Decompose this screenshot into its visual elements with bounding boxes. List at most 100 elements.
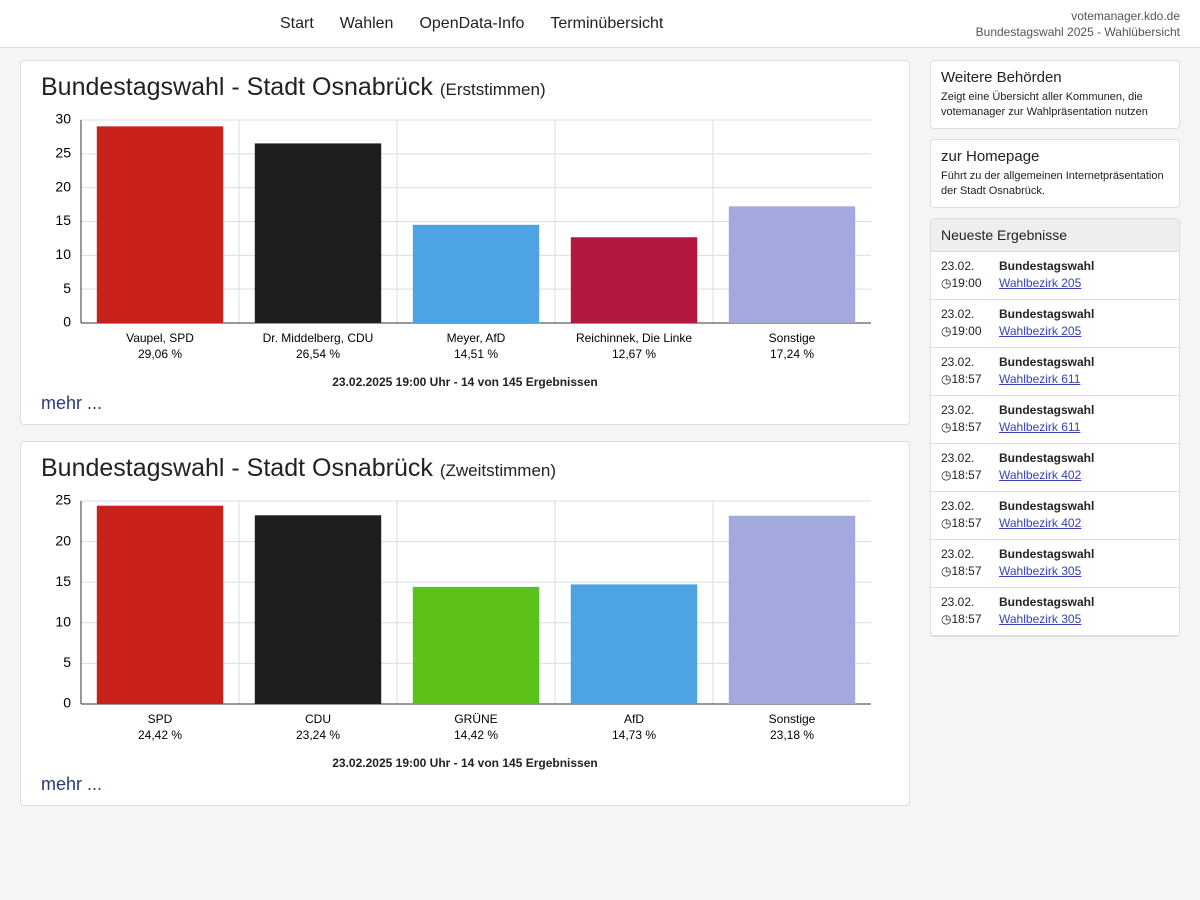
chart-note: 23.02.2025 19:00 Uhr - 14 von 145 Ergebn… bbox=[332, 375, 598, 389]
result-link[interactable]: Wahlbezirk 205 bbox=[999, 276, 1082, 290]
result-date: 23.02. bbox=[941, 403, 975, 417]
result-info: Bundestagswahl Wahlbezirk 611 bbox=[999, 354, 1094, 389]
clock-icon: ◷ bbox=[941, 564, 952, 578]
result-date: 23.02. bbox=[941, 547, 975, 561]
result-item: 23.02. ◷18:57 Bundestagswahl Wahlbezirk 305 bbox=[931, 540, 1179, 588]
y-tick-label: 25 bbox=[55, 492, 71, 508]
result-datetime: 23.02. ◷18:57 bbox=[941, 546, 999, 581]
result-datetime: 23.02. ◷19:00 bbox=[941, 258, 999, 293]
value-label: 23,18 % bbox=[770, 728, 814, 742]
result-datetime: 23.02. ◷18:57 bbox=[941, 402, 999, 437]
info-title: Weitere Behörden bbox=[941, 69, 1062, 86]
bar bbox=[570, 237, 698, 323]
latest-results: Neueste Ergebnisse 23.02. ◷ 19:00 Bundestags… bbox=[930, 218, 1180, 637]
bar bbox=[728, 515, 856, 704]
chart-card: Bundestagswahl - Stadt Osnabrück (Zweits… bbox=[20, 441, 910, 806]
chart: 0 5 10 15 20 25 SPD 24,42 % CDU 23,24 % GRÜNE 14,42… bbox=[55, 492, 871, 742]
value-label: 12,67 % bbox=[612, 347, 656, 361]
result-datetime: 23.02. ◷18:57 bbox=[941, 354, 999, 389]
clock-icon: ◷ bbox=[941, 420, 952, 434]
chart-title-row: Bundestagswahl - Stadt Osnabrück (Erstst… bbox=[41, 73, 889, 102]
result-info: Bundestagswahl Wahlbezirk 205 bbox=[999, 258, 1094, 293]
result-info: Bundestagswahl Wahlbezirk 205 bbox=[999, 306, 1094, 341]
value-label: 17,24 % bbox=[770, 347, 814, 361]
result-info: Bundestagswahl Wahlbezirk 402 bbox=[999, 450, 1094, 485]
bar bbox=[412, 586, 540, 704]
more-link[interactable]: mehr ... bbox=[41, 393, 103, 413]
result-date: 23.02. bbox=[941, 451, 975, 465]
y-tick-label: 10 bbox=[55, 614, 71, 630]
y-tick-label: 20 bbox=[55, 178, 71, 194]
y-tick-label: 0 bbox=[63, 695, 71, 711]
info-text: Zeigt eine Übersicht aller Kommunen, die… bbox=[941, 91, 1148, 118]
bar bbox=[570, 584, 698, 704]
chart-title-row: Bundestagswahl - Stadt Osnabrück (Zweits… bbox=[41, 454, 889, 483]
x-tick-label: AfD bbox=[624, 712, 644, 726]
result-date: 23.02. bbox=[941, 307, 975, 321]
result-item: 23.02. ◷18:57 Bundestagswahl Wahlbezirk 611 bbox=[931, 396, 1179, 444]
nav-item[interactable]: Wahlen bbox=[339, 14, 394, 32]
result-date: 23.02. bbox=[941, 595, 975, 609]
nav-item[interactable]: Terminübersicht bbox=[550, 14, 664, 32]
value-label: 29,06 % bbox=[138, 347, 182, 361]
clock-icon: ◷ bbox=[941, 276, 952, 290]
bar bbox=[254, 515, 382, 704]
y-tick-label: 10 bbox=[55, 246, 71, 262]
result-link[interactable]: Wahlbezirk 402 bbox=[999, 516, 1082, 530]
result-time-row: ◷18:57 bbox=[941, 467, 999, 484]
x-tick-label: Dr. Middelberg, CDU bbox=[263, 331, 374, 345]
bar bbox=[254, 143, 382, 323]
x-tick-label: Reichinnek, Die Linke bbox=[576, 331, 692, 345]
y-tick-label: 0 bbox=[63, 314, 71, 330]
result-link[interactable]: Wahlbezirk 305 bbox=[999, 612, 1082, 626]
top-bar: Start Wahlen OpenData-Info Terminübersicht … bbox=[0, 0, 1200, 48]
nav: Start Wahlen OpenData-Info Terminübersicht bbox=[280, 15, 663, 33]
x-tick-label: CDU bbox=[305, 712, 331, 726]
tab-title: Bundestagswahl 2025 - Wahlübersicht bbox=[975, 24, 1180, 39]
value-label: 26,54 % bbox=[296, 347, 340, 361]
result-datetime: 23.02. ◷18:57 bbox=[941, 450, 999, 485]
nav-item[interactable]: Start bbox=[280, 14, 314, 32]
info-box[interactable]: Weitere Behörden Zeigt eine Übersicht all… bbox=[930, 60, 1180, 129]
y-tick-label: 20 bbox=[55, 532, 71, 548]
result-link[interactable]: Wahlbezirk 205 bbox=[999, 324, 1082, 338]
sidebar: Weitere Behörden Zeigt eine Übersicht all… bbox=[930, 60, 1180, 637]
result-time: 18:57 bbox=[951, 372, 982, 386]
result-time-row: ◷18:57 bbox=[941, 419, 999, 436]
result-item: 23.02. ◷19:00 Bundestagswahl Wahlbezirk 205 bbox=[931, 252, 1179, 300]
x-tick-label: GRÜNE bbox=[454, 712, 497, 726]
y-tick-label: 5 bbox=[63, 654, 71, 670]
result-date: 23.02. bbox=[941, 259, 975, 273]
chart-subtitle: (Erststimmen) bbox=[439, 80, 546, 99]
nav-item[interactable]: OpenData-Info bbox=[419, 14, 525, 32]
result-link[interactable]: Wahlbezirk 611 bbox=[999, 420, 1081, 434]
result-info: Bundestagswahl Wahlbezirk 611 bbox=[999, 402, 1094, 437]
browser-info: votemanager.kdo.de Bundestagswahl 2025 -… bbox=[976, 8, 1180, 40]
result-item: 23.02. ◷18:57 Bundestagswahl Wahlbezirk 611 bbox=[931, 348, 1179, 396]
latest-title: Neueste Ergebnisse bbox=[931, 219, 1179, 252]
clock-icon: ◷ bbox=[941, 372, 952, 386]
result-time: 18:57 bbox=[951, 420, 982, 434]
result-election: Bundestagswahl bbox=[999, 355, 1095, 369]
value-label: 14,42 % bbox=[454, 728, 498, 742]
more-link[interactable]: mehr ... bbox=[41, 774, 103, 794]
result-datetime: 23.02. ◷18:57 bbox=[941, 498, 999, 533]
result-time: 18:57 bbox=[951, 612, 982, 626]
result-time-row: ◷18:57 bbox=[941, 515, 999, 532]
result-link[interactable]: Wahlbezirk 611 bbox=[999, 372, 1081, 386]
result-info: Bundestagswahl Wahlbezirk 402 bbox=[999, 498, 1094, 533]
result-time: 19:00 bbox=[951, 324, 982, 338]
x-tick-label: Meyer, AfD bbox=[447, 331, 506, 345]
main: Bundestagswahl - Stadt Osnabrück (Erstst… bbox=[20, 60, 910, 822]
result-time-row: ◷18:57 bbox=[941, 611, 999, 628]
info-box[interactable]: zur Homepage Führt zu der allgemeinen Int… bbox=[930, 139, 1180, 208]
result-link[interactable]: Wahlbezirk 305 bbox=[999, 564, 1082, 578]
result-time-row: ◷18:57 bbox=[941, 371, 999, 388]
value-label: 23,24 % bbox=[296, 728, 340, 742]
x-tick-label: Sonstige bbox=[769, 331, 816, 345]
result-time: 18:57 bbox=[951, 564, 982, 578]
result-item: 23.02. ◷18:57 Bundestagswahl Wahlbezirk 402 bbox=[931, 444, 1179, 492]
result-election: Bundestagswahl bbox=[999, 403, 1095, 417]
result-link[interactable]: Wahlbezirk 402 bbox=[999, 468, 1082, 482]
result-election: Bundestagswahl bbox=[999, 547, 1095, 561]
